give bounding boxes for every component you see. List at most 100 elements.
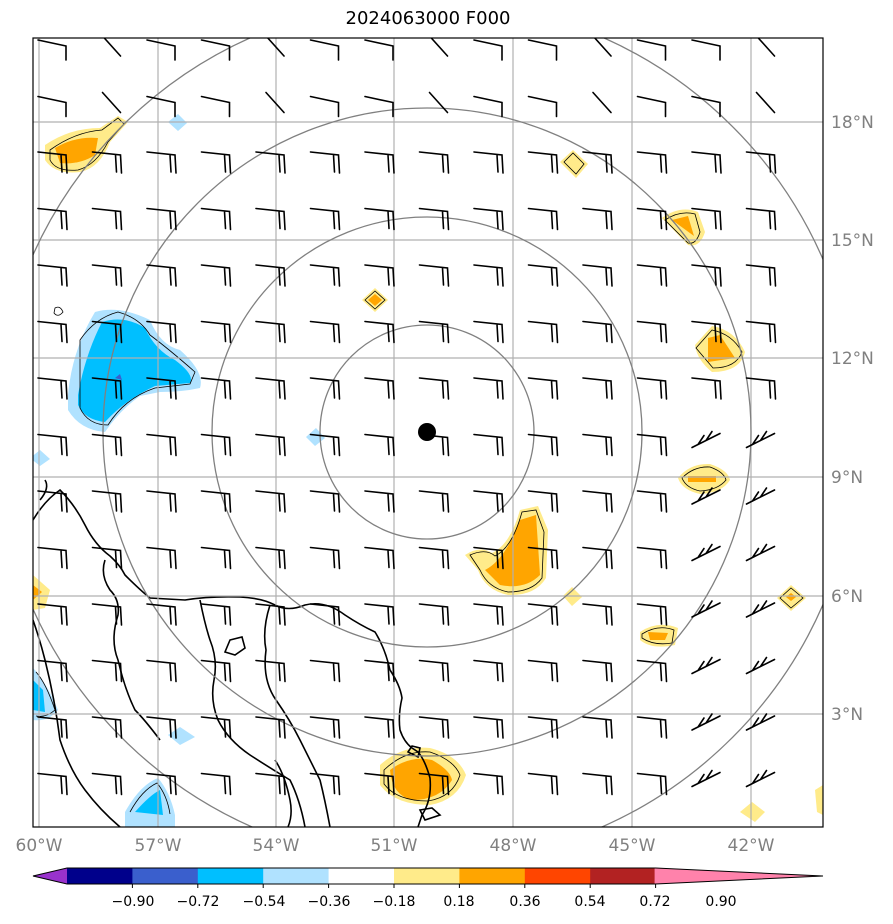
colorbar-segment [67,868,133,884]
wind-barb [309,433,341,457]
colorbar-segment [328,868,395,884]
lat-label: 6°N [831,587,863,607]
wind-barb [745,151,777,174]
wind-barb [103,38,122,57]
wind-barb [691,320,722,344]
wind-barb [473,772,504,796]
wind-barb [430,38,449,57]
wind-barb [200,377,232,400]
wind-barb [473,603,504,626]
wind-barb [691,656,721,675]
colorbar-segment [132,868,199,884]
wind-barb [255,659,286,683]
wind-barb [473,95,503,118]
wind-barb [418,264,450,287]
wind-barb [37,95,67,118]
wind-barb [473,546,504,570]
wind-barb [527,490,559,513]
wind-barb [582,320,613,344]
wind-barb [418,603,450,626]
longitude-labels: 60°W 57°W 54°W 51°W 48°W 45°W 42°W [16,836,775,856]
wind-barb [364,207,395,231]
wind-barb [473,39,503,61]
colorbar-label: 0.72 [639,894,670,910]
wind-barb [527,659,559,683]
wind-barb [255,433,286,457]
wind-barb [364,95,394,118]
wind-barb [146,659,177,683]
wind-barb [636,546,668,570]
wind-barb [91,772,123,796]
wind-barb [37,377,68,400]
wind-barb [418,377,450,400]
wind-barb [364,39,394,61]
colorbar-extend-high [654,868,823,884]
wind-barb [37,603,68,626]
wind-barb [200,603,232,626]
wind-barb [37,772,68,796]
wind-barb [582,716,613,739]
wind-barb [636,95,667,118]
wind-barb [473,264,504,287]
wind-barb [255,546,286,570]
wind-barb [418,320,450,344]
lat-label: 12°N [831,349,874,369]
wind-barb [636,320,668,344]
wind-barb [527,320,559,344]
map-title: 2024063000 F000 [345,8,511,29]
colorbar-segment [197,868,264,884]
wind-barb [91,546,123,570]
wind-barb [37,39,67,61]
anomaly-contour-lines [35,117,804,815]
lat-label: 18°N [831,113,874,133]
wind-barb [418,716,450,739]
wind-barb [364,603,395,626]
wind-barb [473,207,504,231]
wind-barb [745,264,777,287]
wind-barb [255,490,286,513]
wind-barb [745,487,776,505]
wind-barb [755,91,776,114]
wind-barb [200,264,232,287]
wind-barb [473,377,504,400]
wind-barb [691,430,721,449]
lon-label: 54°W [253,836,300,856]
colorbar-label: 0.18 [443,894,474,910]
positive-anomaly-shading [33,116,823,822]
wind-barb [255,320,286,344]
wind-barb [428,91,449,114]
wind-barb [364,772,395,796]
wind-barb [309,39,340,61]
wind-barb [200,39,231,61]
wind-barb [309,207,341,231]
wind-barb [418,772,450,796]
range-rings [33,38,823,827]
wind-barb [37,264,68,287]
wind-barb [37,320,68,344]
wind-barb [582,659,613,683]
wind-barb [745,207,777,231]
wind-barb [265,91,285,114]
wind-barb [91,716,123,739]
wind-barb [91,433,123,457]
wind-barb [636,716,668,739]
wind-barb [691,39,721,61]
wind-barb [146,264,177,287]
wind-barb [37,207,68,231]
colorbar [32,867,824,888]
wind-barb [636,264,668,287]
wind-barb [364,659,395,683]
wind-barb [757,38,776,57]
wind-barb [91,151,123,174]
wind-barb [582,546,613,570]
wind-barb [101,91,122,114]
wind-barb [91,659,123,683]
wind-barb [527,151,559,174]
wind-barb [255,772,286,796]
wind-barb [691,95,721,118]
wind-barb [473,490,504,513]
wind-barb [527,603,559,626]
wind-barb [146,772,177,796]
lon-label: 45°W [609,836,656,856]
lon-label: 60°W [16,836,63,856]
